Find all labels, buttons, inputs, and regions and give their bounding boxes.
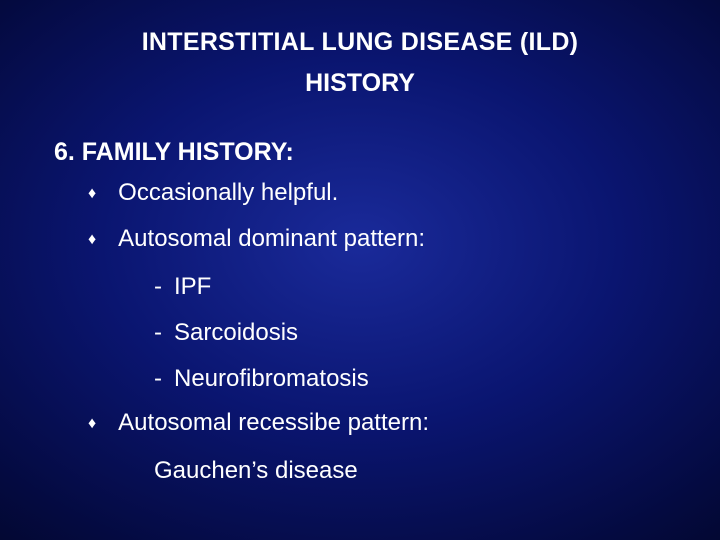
dash-bullet-icon: -: [154, 273, 162, 301]
diamond-bullet-icon: ♦: [88, 409, 96, 439]
bullet-item: ♦ Autosomal dominant pattern:: [88, 225, 684, 255]
sub-bullet-item: - IPF: [154, 273, 684, 301]
bullet-item: ♦ Autosomal recessibe pattern:: [88, 409, 684, 439]
dash-bullet-icon: -: [154, 365, 162, 393]
slide: INTERSTITIAL LUNG DISEASE (ILD) HISTORY …: [0, 0, 720, 540]
sub-bullet-item: - Neurofibromatosis: [154, 365, 684, 393]
diamond-bullet-icon: ♦: [88, 179, 96, 209]
bullet-text: Autosomal recessibe pattern:: [118, 409, 429, 439]
section-heading: 6. FAMILY HISTORY:: [54, 138, 684, 167]
slide-title-line1: INTERSTITIAL LUNG DISEASE (ILD): [36, 28, 684, 57]
sub-bullet-text: Sarcoidosis: [174, 319, 298, 347]
diamond-bullet-icon: ♦: [88, 225, 96, 255]
bullet-text: Autosomal dominant pattern:: [118, 225, 425, 255]
dash-bullet-icon: -: [154, 319, 162, 347]
trailing-text: Gauchen’s disease: [154, 457, 684, 485]
sub-bullet-text: IPF: [174, 273, 211, 301]
bullet-item: ♦ Occasionally helpful.: [88, 179, 684, 209]
sub-bullet-text: Neurofibromatosis: [174, 365, 369, 393]
bullet-text: Occasionally helpful.: [118, 179, 338, 209]
sub-bullet-item: - Sarcoidosis: [154, 319, 684, 347]
slide-title-line2: HISTORY: [36, 69, 684, 98]
